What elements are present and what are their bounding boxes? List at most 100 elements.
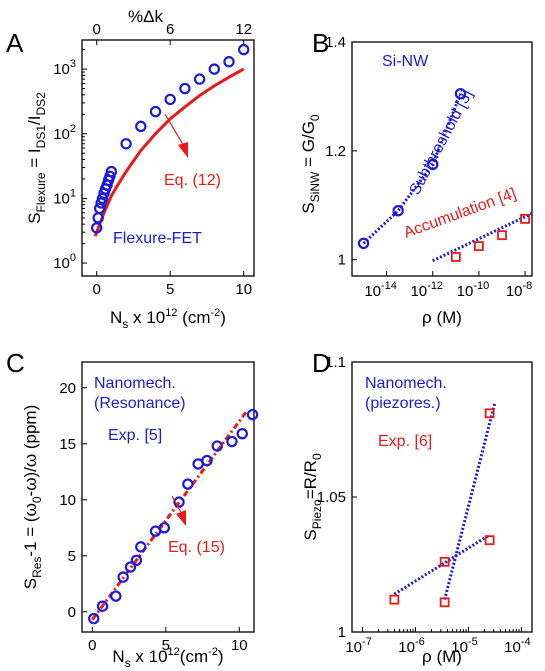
panel-b-x-tick-label: 10-14 xyxy=(364,280,397,300)
panel-d-y-tick-label: 1.1 xyxy=(325,354,346,371)
panel-b-frame xyxy=(351,41,533,277)
panel-a-data-point xyxy=(149,105,162,118)
panel-b-accumulation-point xyxy=(497,230,507,241)
panel-a-data-point xyxy=(93,202,106,215)
panel-a-data-point xyxy=(120,138,132,150)
panel-d-letter: D xyxy=(312,348,331,378)
panel-c-data-point xyxy=(130,554,143,566)
panel-c: C 0 5 10 0 5 10 15 20 Nanomech. (Resonance) Ex… xyxy=(6,348,259,670)
panel-c-arrow-head xyxy=(176,510,186,526)
panel-a-y-tick-label: 101 xyxy=(53,187,76,207)
panel-c-data-point xyxy=(211,440,223,452)
panel-c-x-label: Ns x 1012(cm-2) xyxy=(112,646,223,670)
panel-c-y-label: SRes-1 = (ω0-ω)/ω (ppm) xyxy=(21,405,44,590)
panel-a-eq-label: Eq. (12) xyxy=(164,172,221,189)
panel-a-frame xyxy=(81,39,255,277)
panel-b-sinw-label: Si-NW xyxy=(382,53,429,70)
panel-c-data-point xyxy=(117,571,129,583)
panel-b-x-tick-label: 10-8 xyxy=(506,280,532,300)
panel-c-data-point xyxy=(236,428,248,440)
panel-d-plot xyxy=(389,402,497,608)
panel-d-shallow-fit xyxy=(393,533,491,596)
panel-d: D 10-7 10-6 10-5 10-4 1 1.05 1.1 Nanomech. (p… xyxy=(301,348,533,666)
panel-c-data-point xyxy=(226,435,238,448)
panel-b-letter: B xyxy=(312,28,329,58)
panel-d-x-label: ρ (M) xyxy=(422,647,462,666)
panel-a-top-tick-label: 6 xyxy=(166,21,174,38)
panel-a-top-tick-label: 0 xyxy=(93,21,101,38)
panel-a-y-tick-label: 103 xyxy=(53,58,76,78)
panel-a-data-point xyxy=(105,165,118,178)
panel-d-exp-label: Exp. [6] xyxy=(378,433,432,450)
panel-d-y-tick-label: 1 xyxy=(338,624,346,641)
panel-b-accumulation-point xyxy=(520,213,530,224)
panel-b-subthreshold-point xyxy=(454,87,467,100)
panel-d-x-ticks: 10-7 10-6 10-5 10-4 xyxy=(345,627,531,656)
panel-b-plot xyxy=(357,87,533,263)
panel-a-arrow-head xyxy=(178,142,188,158)
panel-b-y-ticks: 1 1.2 1.4 xyxy=(325,34,357,269)
panel-a-top-ticks: 0 6 12 xyxy=(93,21,252,45)
panel-c-frame xyxy=(81,361,255,633)
panel-a-data-point xyxy=(208,63,221,75)
panel-a-x-tick-label: 5 xyxy=(166,281,174,298)
panel-c-exp-label: Exp. [5] xyxy=(108,427,162,444)
panel-c-y-ticks: 0 5 10 15 20 xyxy=(59,380,87,621)
panel-c-x-ticks: 0 5 10 xyxy=(88,627,248,654)
panel-c-data-point xyxy=(246,408,259,421)
panel-b-accumulation-point xyxy=(450,252,461,262)
panel-a-x-tick-label: 0 xyxy=(93,281,101,298)
panel-d-data-point xyxy=(484,408,495,419)
panel-a-x-tick-label: 10 xyxy=(235,281,252,298)
panel-b-subthreshold-point xyxy=(427,158,439,171)
panel-d-title-line2: (piezores.) xyxy=(365,395,441,412)
panel-d-data-point xyxy=(439,556,450,567)
panel-d-steep-fit xyxy=(443,402,497,600)
panel-a-y-label: SFlexure = IDS1/IDS2 xyxy=(25,92,48,224)
panel-c-plot xyxy=(88,408,259,625)
panel-b-x-ticks: 10-14 10-12 10-10 10-8 xyxy=(364,271,532,300)
panel-c-y-tick-label: 20 xyxy=(59,380,76,397)
panel-c-y-tick-label: 10 xyxy=(59,492,76,509)
panel-a-plot xyxy=(91,43,250,237)
panel-a-data-point xyxy=(193,73,206,85)
panel-a-device-label: Flexure-FET xyxy=(113,230,202,247)
panel-c-x-tick-label: 5 xyxy=(162,637,170,654)
panel-d-x-tick-label: 10-7 xyxy=(345,636,371,656)
panel-b-y-label: SSiNW = G/G0 xyxy=(299,114,322,214)
panel-c-title-line1: Nanomech. xyxy=(94,375,176,392)
panel-d-data-point xyxy=(439,597,450,608)
panel-c-eq-label: Eq. (15) xyxy=(168,539,225,556)
panel-b-y-tick-label: 1.4 xyxy=(325,34,346,51)
panel-c-data-point xyxy=(88,612,100,625)
panel-d-title-line1: Nanomech. xyxy=(365,375,447,392)
panel-c-y-tick-label: 15 xyxy=(59,436,76,453)
panel-c-data-point xyxy=(96,600,109,612)
panel-a-arrow-shaft xyxy=(164,113,186,149)
panel-a-top-tick-label: 12 xyxy=(235,21,252,38)
panel-b-x-tick-label: 10-10 xyxy=(457,280,490,300)
panel-c-data-point xyxy=(110,590,122,602)
panel-d-y-label: SPiezo=R/R0 xyxy=(301,453,324,541)
panel-a: A %Δk 0 6 12 0 5 10 100 101 102 103 Eq. (12) Fl… xyxy=(6,7,255,331)
panel-a-y-ticks: 100 101 102 103 xyxy=(53,49,87,272)
panel-c-title-line2: (Resonance) xyxy=(94,395,186,412)
panel-c-y-tick-label: 0 xyxy=(68,604,76,621)
panel-c-letter: C xyxy=(6,348,25,378)
panel-d-x-tick-label: 10-5 xyxy=(451,636,477,656)
panel-b-y-tick-label: 1.2 xyxy=(325,143,346,160)
panel-b-subthreshold-fit xyxy=(362,93,462,245)
panel-a-data-point xyxy=(164,93,176,106)
panel-a-x-ticks: 0 5 10 xyxy=(93,271,252,298)
panel-c-data-point xyxy=(158,522,171,534)
panel-c-y-tick-label: 5 xyxy=(68,548,76,565)
panel-c-data-point xyxy=(124,561,137,573)
panel-b-x-label: ρ (M) xyxy=(422,308,462,327)
panel-d-y-tick-label: 1.05 xyxy=(317,489,346,506)
panel-d-y-ticks: 1 1.05 1.1 xyxy=(317,354,357,641)
panel-d-data-point xyxy=(484,535,495,546)
panel-a-data-point xyxy=(238,43,250,56)
panel-c-x-tick-label: 10 xyxy=(231,637,248,654)
panel-d-x-tick-label: 10-4 xyxy=(504,636,530,656)
